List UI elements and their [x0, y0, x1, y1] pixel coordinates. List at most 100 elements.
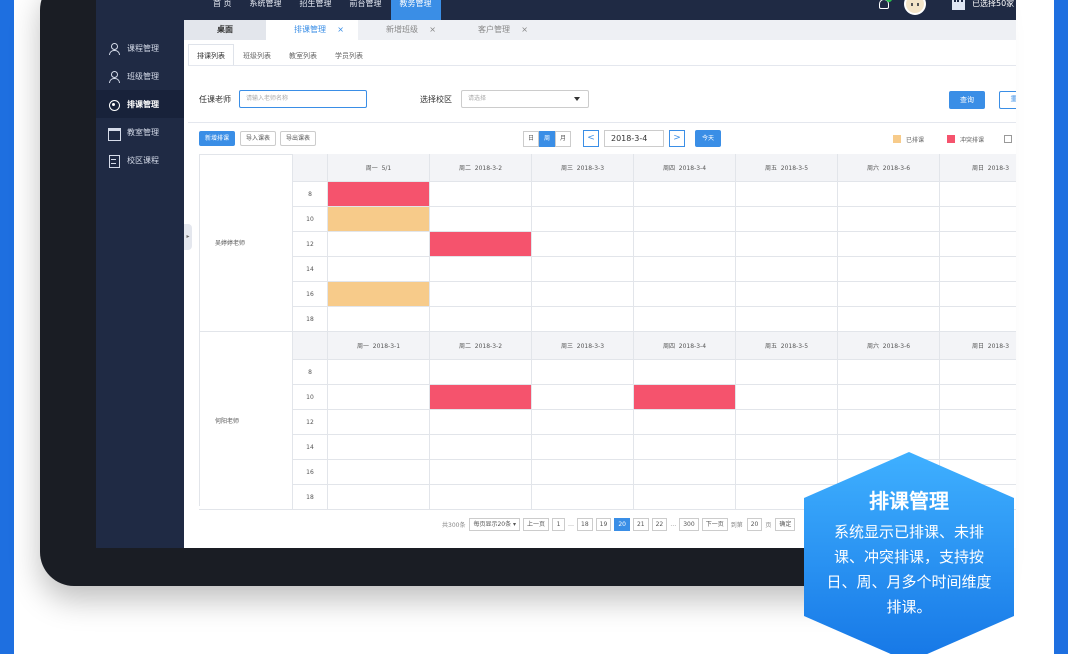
- schedule-slot[interactable]: [838, 182, 940, 207]
- next-week-button[interactable]: >: [669, 130, 685, 147]
- page-tab[interactable]: 排课管理 ×: [266, 20, 358, 40]
- schedule-slot[interactable]: [328, 385, 430, 410]
- schedule-slot[interactable]: [736, 410, 838, 435]
- schedule-slot[interactable]: [940, 360, 1016, 385]
- sidebar-item[interactable]: 排课管理: [96, 90, 184, 118]
- top-menu-item[interactable]: 前台管理: [349, 0, 382, 8]
- top-menu-item[interactable]: 招生管理: [299, 0, 332, 8]
- schedule-slot[interactable]: [328, 460, 430, 485]
- schedule-slot[interactable]: [430, 485, 532, 510]
- import-schedule-button[interactable]: 导入课表: [240, 131, 276, 146]
- sidebar-item[interactable]: 教室管理: [96, 118, 184, 146]
- conflict-lesson-slot[interactable]: [430, 232, 532, 257]
- schedule-slot[interactable]: [634, 207, 736, 232]
- view-week-toggle[interactable]: 周: [539, 131, 555, 147]
- scheduled-lesson-slot[interactable]: [328, 207, 430, 232]
- schedule-slot[interactable]: [532, 410, 634, 435]
- schedule-slot[interactable]: [838, 257, 940, 282]
- campus-select[interactable]: 请选择: [461, 90, 589, 108]
- top-menu-item[interactable]: 教务管理: [390, 0, 441, 20]
- schedule-slot[interactable]: [838, 207, 940, 232]
- schedule-slot[interactable]: [736, 307, 838, 332]
- schedule-slot[interactable]: [532, 182, 634, 207]
- schedule-slot[interactable]: [736, 435, 838, 460]
- schedule-slot[interactable]: [634, 360, 736, 385]
- schedule-slot[interactable]: [430, 307, 532, 332]
- schedule-slot[interactable]: [736, 207, 838, 232]
- schedule-slot[interactable]: [736, 232, 838, 257]
- close-icon[interactable]: ×: [521, 25, 528, 34]
- schedule-slot[interactable]: [328, 410, 430, 435]
- sidebar-collapse-handle[interactable]: ▸: [184, 224, 192, 250]
- schedule-slot[interactable]: [634, 257, 736, 282]
- sidebar-item[interactable]: 校区课程: [96, 146, 184, 174]
- schedule-slot[interactable]: [838, 385, 940, 410]
- schedule-slot[interactable]: [430, 460, 532, 485]
- sub-tab[interactable]: 班级列表: [243, 52, 271, 60]
- schedule-slot[interactable]: [430, 435, 532, 460]
- bell-icon[interactable]: [878, 0, 892, 11]
- schedule-slot[interactable]: [532, 257, 634, 282]
- schedule-slot[interactable]: [430, 257, 532, 282]
- sub-tab[interactable]: 排课列表: [188, 44, 234, 66]
- reset-button[interactable]: 重: [999, 91, 1016, 109]
- sub-tab[interactable]: 教室列表: [289, 52, 317, 60]
- schedule-slot[interactable]: [328, 485, 430, 510]
- schedule-slot[interactable]: [634, 232, 736, 257]
- goto-page-input[interactable]: 20: [746, 517, 763, 531]
- schedule-slot[interactable]: [532, 435, 634, 460]
- top-menu-item[interactable]: 系统管理: [249, 0, 282, 8]
- schedule-slot[interactable]: [532, 232, 634, 257]
- schedule-slot[interactable]: [634, 307, 736, 332]
- teacher-cell[interactable]: 何阳老师: [199, 332, 293, 510]
- schedule-slot[interactable]: [940, 410, 1016, 435]
- schedule-slot[interactable]: [736, 460, 838, 485]
- sidebar-item[interactable]: 班级管理: [96, 62, 184, 90]
- building-icon[interactable]: [952, 0, 965, 10]
- schedule-slot[interactable]: [634, 282, 736, 307]
- tab-home[interactable]: 桌面: [184, 20, 266, 40]
- sub-tab[interactable]: 学员列表: [335, 52, 363, 60]
- schedule-slot[interactable]: [430, 410, 532, 435]
- selected-campus-count[interactable]: 已选择50家: [972, 0, 1015, 8]
- top-menu-item[interactable]: 首 页: [213, 0, 232, 8]
- schedule-slot[interactable]: [940, 207, 1016, 232]
- schedule-slot[interactable]: [736, 282, 838, 307]
- teacher-cell[interactable]: 吴婷婷老师: [199, 154, 293, 332]
- next-page-button[interactable]: 下一页: [701, 517, 728, 531]
- page-number[interactable]: 20: [614, 517, 630, 531]
- page-tab[interactable]: 客户管理 ×: [450, 20, 542, 40]
- schedule-slot[interactable]: [532, 307, 634, 332]
- avatar[interactable]: [904, 0, 926, 15]
- schedule-slot[interactable]: [838, 282, 940, 307]
- teacher-search-input[interactable]: 请输入老师名称: [239, 90, 367, 108]
- page-number[interactable]: 22: [651, 517, 668, 531]
- schedule-slot[interactable]: [328, 232, 430, 257]
- schedule-slot[interactable]: [736, 182, 838, 207]
- schedule-slot[interactable]: [838, 435, 940, 460]
- prev-week-button[interactable]: <: [583, 130, 599, 147]
- add-schedule-button[interactable]: 新增排课: [199, 131, 235, 146]
- schedule-slot[interactable]: [736, 360, 838, 385]
- confirm-button[interactable]: 确定: [775, 517, 796, 531]
- schedule-slot[interactable]: [838, 410, 940, 435]
- schedule-slot[interactable]: [532, 460, 634, 485]
- schedule-slot[interactable]: [532, 207, 634, 232]
- schedule-slot[interactable]: [430, 360, 532, 385]
- schedule-slot[interactable]: [940, 385, 1016, 410]
- conflict-lesson-slot[interactable]: [634, 385, 736, 410]
- schedule-slot[interactable]: [940, 435, 1016, 460]
- schedule-slot[interactable]: [532, 485, 634, 510]
- schedule-slot[interactable]: [940, 307, 1016, 332]
- query-button[interactable]: 查询: [949, 91, 985, 109]
- schedule-slot[interactable]: [430, 182, 532, 207]
- close-icon[interactable]: ×: [337, 25, 344, 34]
- schedule-slot[interactable]: [838, 360, 940, 385]
- page-number[interactable]: 1: [552, 517, 566, 531]
- schedule-slot[interactable]: [940, 282, 1016, 307]
- page-number[interactable]: 21: [632, 517, 649, 531]
- schedule-slot[interactable]: [634, 182, 736, 207]
- schedule-slot[interactable]: [736, 385, 838, 410]
- view-month-toggle[interactable]: 月: [555, 131, 571, 147]
- schedule-slot[interactable]: [940, 182, 1016, 207]
